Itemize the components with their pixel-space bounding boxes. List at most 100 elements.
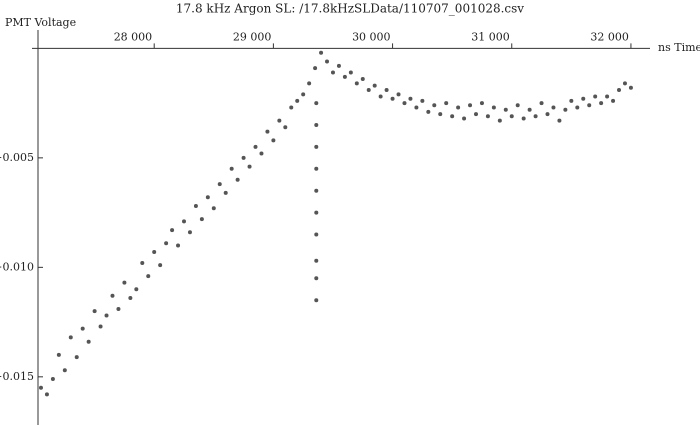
point <box>314 144 319 149</box>
point <box>92 309 97 314</box>
point <box>152 250 157 255</box>
point <box>491 105 496 110</box>
point <box>593 94 598 99</box>
point <box>450 114 455 119</box>
point <box>62 368 67 373</box>
point <box>581 96 586 101</box>
point <box>533 114 538 119</box>
point <box>277 118 282 123</box>
point <box>181 219 186 224</box>
x-tick-label: 29 000 <box>233 30 272 43</box>
point <box>599 101 604 106</box>
point <box>223 190 228 195</box>
point <box>241 155 246 160</box>
point <box>146 274 151 279</box>
point <box>611 98 616 103</box>
point <box>217 182 222 187</box>
point <box>271 138 276 143</box>
point <box>563 107 568 112</box>
point <box>319 50 324 55</box>
point <box>38 385 43 390</box>
point <box>402 101 407 106</box>
y-tick-label: −0.005 <box>0 151 34 164</box>
point <box>104 313 109 318</box>
point <box>80 326 85 331</box>
point <box>396 92 401 97</box>
point <box>253 144 258 149</box>
point <box>545 112 550 117</box>
point <box>158 263 163 268</box>
point <box>432 103 437 108</box>
point <box>128 296 133 300</box>
point <box>307 81 312 86</box>
point <box>247 164 252 169</box>
point <box>295 98 300 103</box>
point <box>557 118 562 123</box>
point <box>116 306 121 311</box>
point <box>372 83 377 88</box>
point <box>170 228 175 233</box>
point <box>348 70 353 75</box>
point <box>314 210 319 215</box>
point <box>56 352 61 357</box>
point <box>366 87 371 92</box>
x-axis-label: ns Time <box>658 41 700 54</box>
point <box>98 324 103 329</box>
point <box>605 94 610 99</box>
x-tick-label: 31 000 <box>471 30 510 43</box>
point <box>229 166 234 171</box>
point <box>193 204 198 209</box>
point <box>384 87 389 92</box>
point <box>342 74 347 79</box>
point <box>314 101 319 106</box>
point <box>211 206 216 211</box>
y-axis-label: PMT Voltage <box>5 16 76 29</box>
point <box>414 105 419 110</box>
point <box>539 101 544 106</box>
point <box>164 241 169 246</box>
point <box>110 293 115 298</box>
chart-title: 17.8 kHz Argon SL: /17.8kHzSLData/110707… <box>176 2 524 16</box>
point <box>587 103 592 108</box>
point <box>314 123 319 128</box>
point <box>456 105 461 110</box>
point <box>205 195 210 200</box>
point <box>515 103 520 108</box>
point <box>390 96 395 101</box>
point <box>509 114 514 119</box>
point <box>199 217 204 222</box>
point <box>521 116 526 121</box>
point <box>617 87 622 92</box>
point <box>622 81 627 86</box>
point <box>527 107 532 112</box>
point <box>354 81 359 86</box>
point <box>134 287 139 292</box>
point <box>314 258 319 263</box>
point <box>265 129 270 134</box>
point <box>50 377 55 382</box>
point <box>176 243 181 248</box>
point <box>122 280 127 285</box>
point <box>444 101 449 106</box>
point <box>485 114 490 119</box>
point <box>426 109 431 114</box>
point <box>468 103 473 108</box>
point <box>314 298 319 303</box>
point <box>503 107 508 112</box>
point <box>74 355 79 360</box>
point <box>551 105 556 110</box>
point <box>420 98 425 103</box>
point <box>314 232 319 237</box>
point <box>314 166 319 171</box>
point <box>140 260 145 265</box>
point <box>336 63 341 68</box>
point <box>44 392 49 397</box>
x-tick-label: 28 000 <box>114 30 153 43</box>
point <box>575 105 580 110</box>
point <box>235 177 240 182</box>
point <box>187 230 192 235</box>
point <box>289 105 294 110</box>
point <box>314 188 319 193</box>
point <box>314 276 319 281</box>
